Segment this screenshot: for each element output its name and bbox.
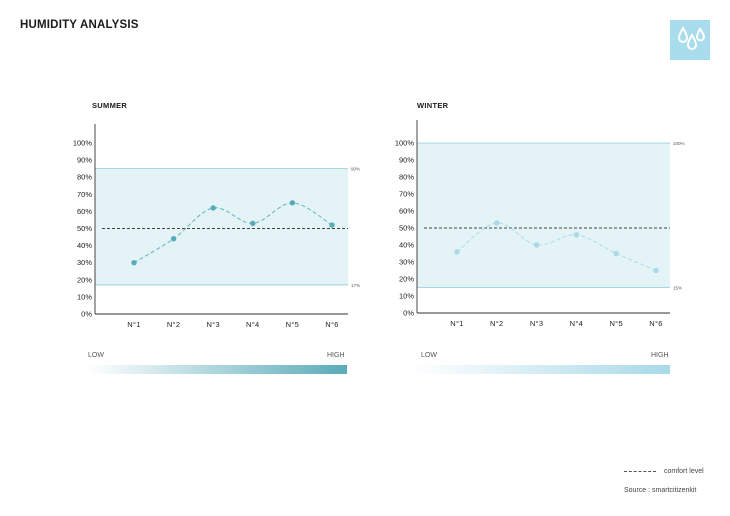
source-note: Source : smartcitizenkit: [624, 487, 697, 494]
winter-comfort-band: [417, 143, 670, 288]
summer-y-tick-label: 60%: [77, 207, 92, 216]
summer-band-low-label: 17%: [351, 283, 360, 288]
winter-data-point: [613, 250, 619, 257]
winter-x-tick-label: N°3: [530, 319, 544, 328]
winter-x-tick-label: N°2: [490, 319, 504, 328]
summer-y-tick-label: 0%: [81, 310, 92, 319]
summer-x-tick-label: N°2: [167, 320, 181, 329]
winter-band-low-label: 15%: [673, 286, 682, 291]
summer-y-tick-label: 90%: [77, 156, 92, 165]
winter-data-point: [494, 220, 500, 226]
comfort-legend: comfort level: [624, 468, 704, 475]
summer-x-tick-label: N°6: [325, 320, 339, 329]
page-title: HUMIDITY ANALYSIS: [20, 19, 139, 31]
summer-y-tick-label: 80%: [77, 173, 92, 182]
winter-y-tick-label: 80%: [399, 173, 414, 182]
water-drops-glyph: [677, 26, 706, 50]
winter-y-tick-label: 10%: [399, 292, 414, 301]
summer-x-tick-label: N°5: [286, 320, 300, 329]
winter-y-tick-label: 20%: [399, 275, 414, 284]
summer-series-line: [133, 202, 333, 264]
winter-x-tick-label: N°5: [609, 319, 623, 328]
comfort-legend-label: comfort level: [664, 468, 704, 475]
summer-y-tick-label: 30%: [77, 258, 92, 267]
winter-y-tick-label: 100%: [395, 139, 415, 148]
summer-band-high-label: 90%: [351, 167, 360, 172]
winter-series-line: [456, 222, 657, 271]
winter-scale-high-label: HIGH: [651, 352, 669, 359]
summer-data-point: [131, 260, 137, 266]
summer-x-tick-label: N°4: [246, 320, 260, 329]
summer-y-tick-label: 70%: [77, 190, 92, 199]
winter-x-tick-label: N°1: [450, 319, 464, 328]
winter-x-tick-label: N°4: [570, 319, 584, 328]
summer-y-tick-label: 50%: [77, 224, 92, 233]
summer-chart-title: SUMMER: [92, 101, 128, 110]
winter-y-tick-label: 0%: [403, 309, 414, 318]
summer-data-point: [210, 205, 216, 211]
summer-scale-high-label: HIGH: [327, 352, 345, 359]
summer-y-tick-label: 20%: [77, 275, 92, 284]
summer-comfort-band: [95, 168, 348, 285]
winter-data-point: [533, 242, 540, 248]
winter-scale-gradient: [412, 365, 670, 374]
winter-y-tick-label: 50%: [399, 224, 414, 233]
winter-scale-low-label: LOW: [421, 352, 437, 359]
winter-y-tick-label: 40%: [399, 241, 414, 250]
summer-data-point: [170, 236, 177, 242]
summer-y-tick-label: 10%: [77, 292, 92, 301]
winter-data-point: [454, 249, 460, 255]
winter-chart-title: WINTER: [417, 101, 449, 110]
winter-x-tick-label: N°6: [649, 319, 663, 328]
summer-x-tick-label: N°3: [206, 320, 220, 329]
summer-scale-gradient: [88, 365, 347, 374]
winter-data-point: [653, 267, 659, 274]
water-drops-icon: [670, 20, 710, 60]
winter-band-high-label: 100%: [673, 141, 685, 146]
winter-y-tick-label: 70%: [399, 190, 414, 199]
summer-y-tick-label: 100%: [73, 139, 93, 148]
summer-data-point: [329, 222, 335, 228]
summer-data-point: [289, 200, 296, 206]
winter-y-tick-label: 90%: [399, 156, 414, 165]
winter-data-point: [573, 232, 580, 238]
winter-y-tick-label: 60%: [399, 207, 414, 216]
summer-scale-low-label: LOW: [88, 352, 104, 359]
winter-y-tick-label: 30%: [399, 258, 414, 267]
summer-x-tick-label: N°1: [127, 320, 141, 329]
summer-data-point: [250, 220, 256, 227]
comfort-legend-line: [624, 470, 656, 472]
summer-y-tick-label: 40%: [77, 241, 92, 250]
